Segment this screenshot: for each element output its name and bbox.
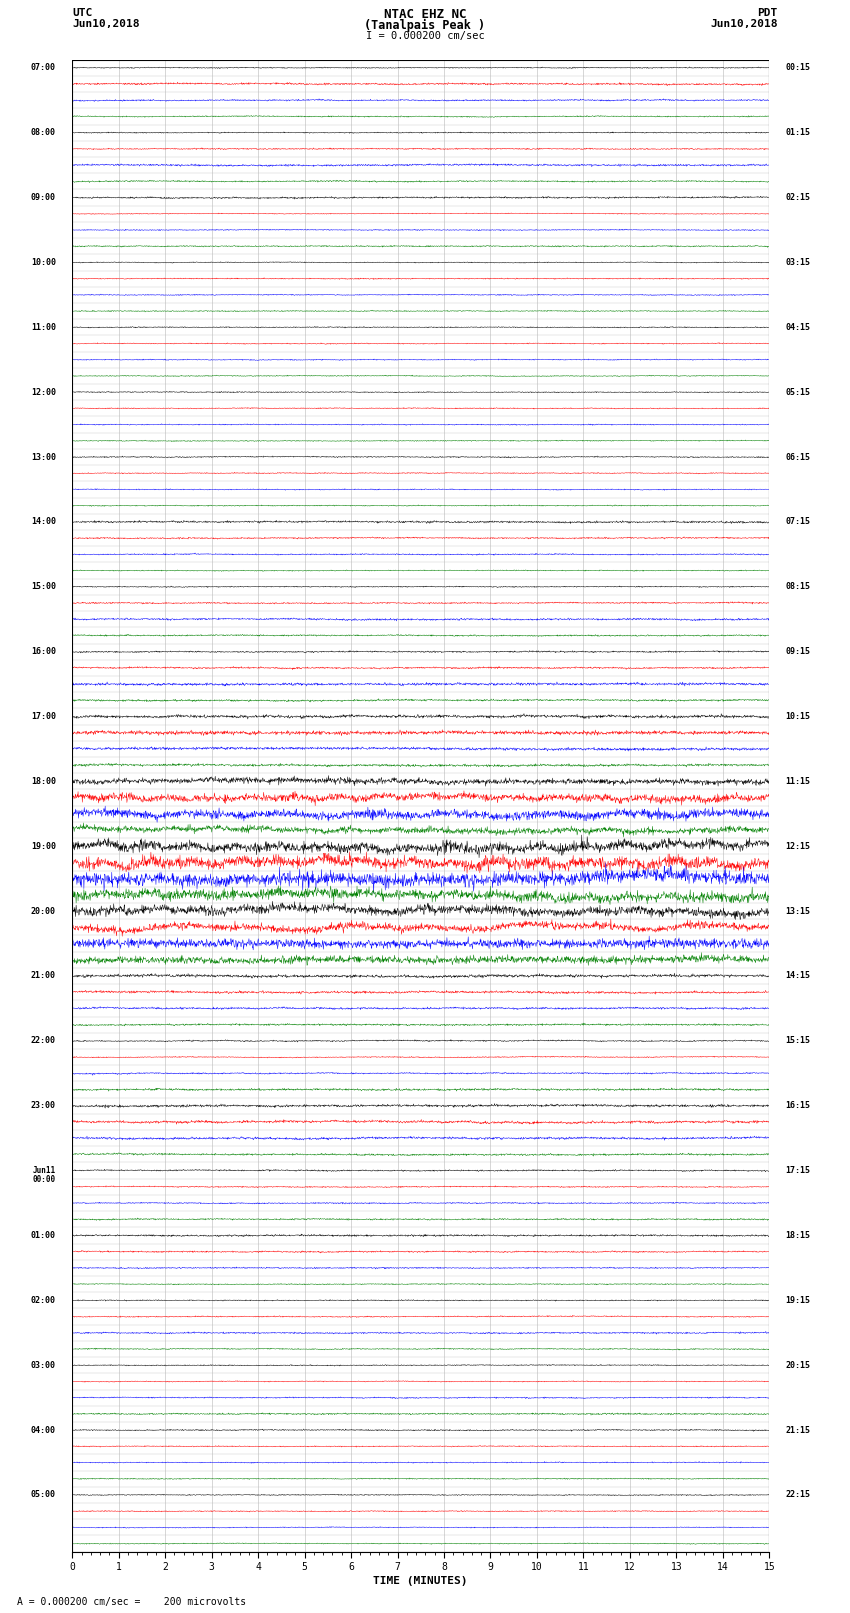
Text: A = 0.000200 cm/sec =    200 microvolts: A = 0.000200 cm/sec = 200 microvolts [17,1597,246,1607]
Text: 10:00: 10:00 [31,258,56,266]
Text: 10:15: 10:15 [785,711,811,721]
Text: 11:15: 11:15 [785,777,811,786]
Text: 13:15: 13:15 [785,907,811,916]
Text: 05:00: 05:00 [31,1490,56,1500]
Text: 09:00: 09:00 [31,194,56,202]
Text: 15:15: 15:15 [785,1036,811,1045]
Text: 04:15: 04:15 [785,323,811,332]
Text: 07:00: 07:00 [31,63,56,73]
Text: 05:15: 05:15 [785,387,811,397]
Text: 01:00: 01:00 [31,1231,56,1240]
Text: 20:00: 20:00 [31,907,56,916]
Text: 00:15: 00:15 [785,63,811,73]
Text: 06:15: 06:15 [785,453,811,461]
Text: 19:15: 19:15 [785,1295,811,1305]
Text: 02:15: 02:15 [785,194,811,202]
Text: 17:15: 17:15 [785,1166,811,1176]
Text: I = 0.000200 cm/sec: I = 0.000200 cm/sec [366,31,484,40]
Text: 21:00: 21:00 [31,971,56,981]
Text: 18:15: 18:15 [785,1231,811,1240]
Text: 11:00: 11:00 [31,323,56,332]
Text: 15:00: 15:00 [31,582,56,592]
Text: NTAC EHZ NC: NTAC EHZ NC [383,8,467,21]
Text: 04:00: 04:00 [31,1426,56,1434]
Text: UTC: UTC [72,8,93,18]
Text: Jun10,2018: Jun10,2018 [711,19,778,29]
Text: 03:00: 03:00 [31,1361,56,1369]
Text: 21:15: 21:15 [785,1426,811,1434]
Text: 20:15: 20:15 [785,1361,811,1369]
Text: 02:00: 02:00 [31,1295,56,1305]
Text: 12:15: 12:15 [785,842,811,850]
Text: 01:15: 01:15 [785,127,811,137]
Text: 13:00: 13:00 [31,453,56,461]
X-axis label: TIME (MINUTES): TIME (MINUTES) [373,1576,468,1586]
Text: PDT: PDT [757,8,778,18]
Text: 00:00: 00:00 [33,1174,56,1184]
Text: 12:00: 12:00 [31,387,56,397]
Text: 07:15: 07:15 [785,518,811,526]
Text: 09:15: 09:15 [785,647,811,656]
Text: 22:15: 22:15 [785,1490,811,1500]
Text: 19:00: 19:00 [31,842,56,850]
Text: 16:15: 16:15 [785,1102,811,1110]
Text: 08:15: 08:15 [785,582,811,592]
Text: 14:15: 14:15 [785,971,811,981]
Text: 23:00: 23:00 [31,1102,56,1110]
Text: Jun10,2018: Jun10,2018 [72,19,139,29]
Text: 17:00: 17:00 [31,711,56,721]
Text: Jun11: Jun11 [33,1166,56,1176]
Text: 16:00: 16:00 [31,647,56,656]
Text: (Tanalpais Peak ): (Tanalpais Peak ) [365,19,485,32]
Text: 08:00: 08:00 [31,127,56,137]
Text: 03:15: 03:15 [785,258,811,266]
Text: 18:00: 18:00 [31,777,56,786]
Text: 14:00: 14:00 [31,518,56,526]
Text: 22:00: 22:00 [31,1036,56,1045]
